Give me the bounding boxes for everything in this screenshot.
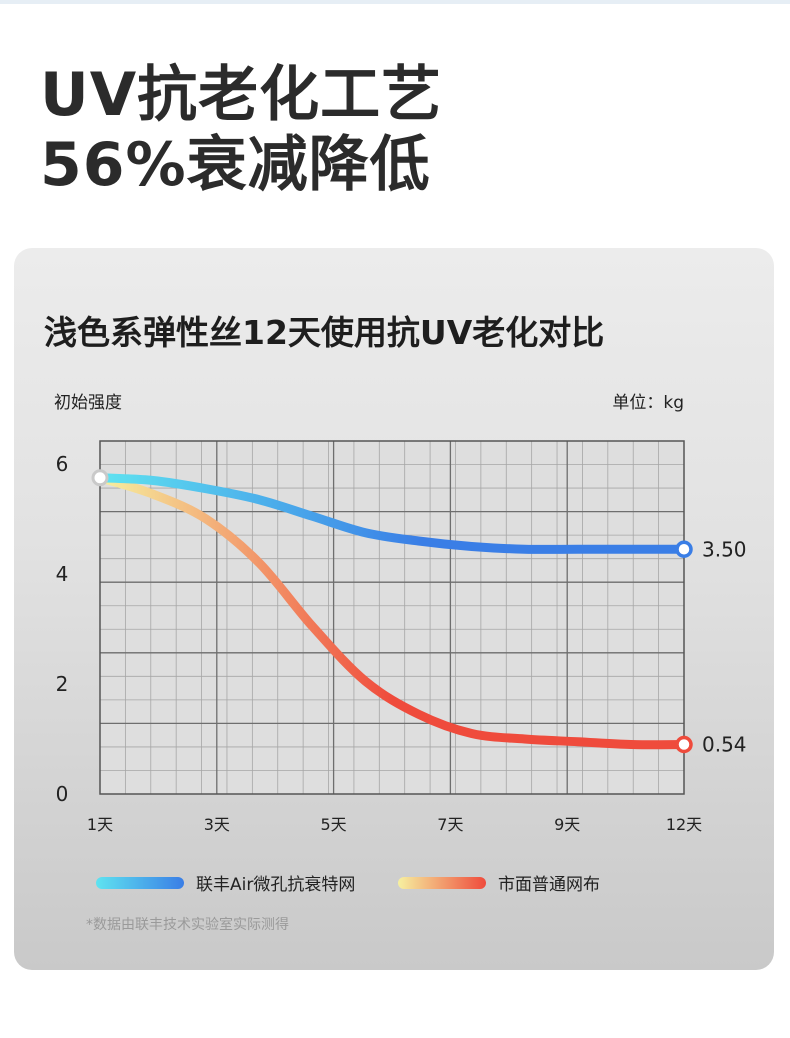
plot-border: [99, 440, 685, 795]
footnote: *数据由联丰技术实验室实际测得: [86, 917, 289, 933]
y-axis-label: 初始强度: [54, 393, 122, 413]
x-tick-label: 12天: [666, 815, 702, 834]
legend: 联丰Air微孔抗衰特网 市面普通网布: [96, 870, 736, 898]
chart-title: 浅色系弹性丝12天使用抗UV老化对比: [44, 313, 605, 352]
unit-label: 单位：kg: [612, 393, 684, 413]
x-tick-label: 5天: [321, 815, 347, 834]
data-label-series-2: 0.54: [702, 733, 747, 757]
legend-swatch-series-1: [96, 876, 184, 889]
headline: UV抗老化工艺 56%衰减降低: [40, 60, 442, 200]
y-tick-label: 4: [56, 562, 69, 586]
series-line-1: [95, 473, 689, 554]
x-tick-label: 3天: [204, 815, 230, 834]
end-point-series-2: [675, 735, 693, 754]
line-chart: 6 4 2 0 1天 3天 5天 7天 9天 12天 3.50 0.54: [56, 440, 747, 834]
y-tick-label: 0: [56, 782, 69, 806]
top-strip: [0, 0, 790, 4]
end-point-series-1: [675, 540, 693, 558]
y-tick-label: 6: [56, 452, 69, 476]
headline-line-2: 56%衰减降低: [40, 130, 431, 200]
x-tick-label: 7天: [437, 815, 463, 834]
legend-label-series-2: 市面普通网布: [498, 875, 600, 895]
legend-swatch-series-2: [398, 876, 486, 889]
legend-label-series-1: 联丰Air微孔抗衰特网: [196, 875, 356, 895]
series-line-2: [95, 473, 689, 750]
headline-line-1: UV抗老化工艺: [40, 60, 443, 130]
plot-area: [100, 441, 684, 794]
legend-item-series-2: 市面普通网布: [398, 870, 600, 895]
start-point: [91, 469, 109, 487]
chart-card: 浅色系弹性丝12天使用抗UV老化对比 初始强度 单位：kg 6 4 2 0 1天 3天 5天…: [14, 248, 774, 970]
x-tick-label: 9天: [554, 815, 580, 834]
x-tick-label: 1天: [87, 815, 113, 834]
data-label-series-1: 3.50: [702, 537, 747, 561]
legend-item-series-1: 联丰Air微孔抗衰特网: [96, 870, 355, 895]
y-tick-label: 2: [56, 672, 69, 696]
